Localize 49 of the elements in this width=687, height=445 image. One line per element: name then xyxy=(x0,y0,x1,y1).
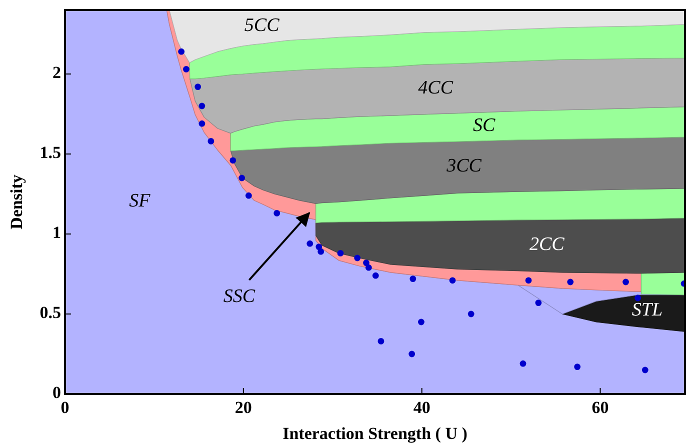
point xyxy=(574,364,581,370)
point xyxy=(354,254,361,262)
point xyxy=(306,240,314,247)
series-label: STL xyxy=(632,300,663,321)
annotation: SSC xyxy=(223,286,256,307)
x-tick-label: 60 xyxy=(592,398,609,417)
y-tick-label: 1 xyxy=(52,222,61,242)
point xyxy=(178,48,185,55)
series-label: 2CC xyxy=(530,234,565,256)
point xyxy=(363,260,370,266)
point xyxy=(318,248,324,255)
point xyxy=(535,300,542,306)
x-tick-label: 20 xyxy=(234,398,252,417)
point xyxy=(183,66,190,72)
point xyxy=(198,102,206,110)
point xyxy=(408,350,416,358)
point xyxy=(274,210,280,216)
series-label: 5CC xyxy=(244,15,280,36)
point xyxy=(230,157,236,164)
point xyxy=(520,360,526,367)
point xyxy=(245,192,252,199)
point xyxy=(378,338,384,344)
point xyxy=(372,272,379,279)
point xyxy=(365,264,372,271)
point xyxy=(622,278,629,286)
y-tick-label: 0.5 xyxy=(40,302,61,322)
point xyxy=(198,120,206,127)
point xyxy=(418,318,424,326)
y-axis-title: Density xyxy=(7,174,26,230)
point xyxy=(238,174,246,182)
point xyxy=(642,366,648,374)
y-tick-label: 1.5 xyxy=(40,142,61,162)
y-tick-label: 2 xyxy=(52,62,61,82)
point xyxy=(468,310,474,318)
point xyxy=(525,277,532,284)
point xyxy=(337,250,344,256)
x-tick-label: 40 xyxy=(413,398,430,417)
series-label: SC xyxy=(473,114,496,136)
point xyxy=(449,277,456,284)
series-label: SF xyxy=(129,190,151,212)
point xyxy=(567,278,574,286)
point xyxy=(410,276,416,282)
series-label: 4CC xyxy=(418,77,454,98)
x-axis-title: Interaction Strength ( U ) xyxy=(282,424,468,443)
y-tick-label: 0 xyxy=(52,382,61,402)
point xyxy=(208,138,214,144)
series-label: 3CC xyxy=(446,155,482,176)
point xyxy=(634,294,642,302)
point xyxy=(194,84,202,90)
